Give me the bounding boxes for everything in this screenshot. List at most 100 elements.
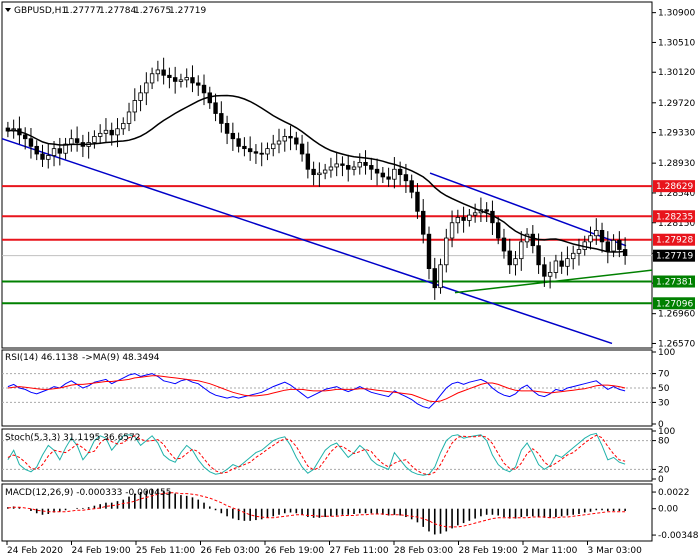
rsi-line bbox=[7, 373, 626, 409]
candle-body bbox=[149, 73, 155, 84]
candle-body bbox=[317, 172, 322, 176]
x-tick-label: 26 Feb 19:00 bbox=[265, 546, 324, 556]
candle-body bbox=[201, 84, 207, 94]
candle-body bbox=[184, 77, 189, 81]
main-y-tick-label: 1.26960 bbox=[658, 310, 695, 320]
candle-body bbox=[611, 239, 616, 252]
candle-body bbox=[547, 272, 553, 277]
candle-body bbox=[507, 250, 512, 266]
macd-y-tick-label: -0.00348 bbox=[658, 531, 699, 541]
candle-body bbox=[594, 229, 599, 237]
x-tick-label: 2 Mar 11:00 bbox=[523, 546, 578, 556]
stoch-layer bbox=[2, 432, 652, 476]
candle-body bbox=[253, 151, 259, 154]
candle-body bbox=[449, 222, 455, 239]
candle-body bbox=[294, 137, 299, 145]
x-tick-label: 28 Feb 19:00 bbox=[459, 546, 518, 556]
candle-body bbox=[115, 128, 120, 136]
rsi-ma-label: ->MA(9) 48.3494 bbox=[82, 353, 160, 363]
candle-body bbox=[599, 229, 605, 243]
candle-body bbox=[51, 148, 57, 156]
level-label-4: 1.27096 bbox=[656, 299, 693, 309]
candle-body bbox=[190, 77, 195, 84]
moving-average-line bbox=[7, 94, 626, 253]
stoch-y-tick-label: 100 bbox=[658, 427, 675, 437]
candle-body bbox=[484, 209, 489, 212]
candle-body bbox=[536, 245, 541, 266]
main-y-tick-label: 1.29330 bbox=[658, 129, 695, 139]
candle-body bbox=[132, 100, 137, 113]
candle-body bbox=[138, 92, 143, 101]
stoch-panel[interactable] bbox=[1, 428, 653, 482]
candle-body bbox=[46, 155, 51, 160]
candle-body bbox=[472, 212, 478, 216]
candle-body bbox=[5, 127, 11, 132]
candle-body bbox=[242, 145, 247, 150]
ohlc-close: 1.27719 bbox=[169, 6, 206, 16]
candle-body bbox=[559, 260, 564, 267]
main-y-tick-label: 1.30510 bbox=[658, 38, 695, 48]
level-label-3: 1.27381 bbox=[656, 278, 693, 288]
x-tick-label: 28 Feb 03:00 bbox=[394, 546, 453, 556]
main-panel[interactable] bbox=[1, 1, 653, 349]
candle-body bbox=[161, 69, 166, 76]
candle-body bbox=[103, 129, 109, 134]
main-y-tick-label: 1.30120 bbox=[658, 68, 695, 78]
candle-body bbox=[276, 140, 282, 145]
candle-body bbox=[369, 165, 374, 170]
candle-body bbox=[438, 264, 443, 289]
candle-body bbox=[172, 77, 178, 82]
candle-body bbox=[363, 161, 368, 166]
rsi-label: RSI(14) 46.1138 bbox=[5, 353, 78, 363]
candle-body bbox=[340, 163, 345, 166]
macd-signal-line bbox=[7, 492, 626, 528]
main-price-layer bbox=[1, 57, 653, 345]
x-tick-label: 24 Feb 2020 bbox=[7, 546, 63, 556]
level-label-bg-0 bbox=[653, 180, 695, 193]
main-y-tick-label: 1.30900 bbox=[658, 9, 695, 19]
candle-body bbox=[617, 239, 622, 250]
candle-body bbox=[421, 210, 426, 235]
candle-body bbox=[299, 143, 305, 155]
candle-body bbox=[524, 233, 530, 243]
current-price-label-bg bbox=[653, 249, 695, 262]
candle-body bbox=[542, 264, 547, 277]
rsi-y-tick-label: 70 bbox=[658, 370, 670, 380]
rsi-y-tick-label: 0 bbox=[658, 420, 664, 430]
candle-body bbox=[351, 166, 357, 170]
level-label-2: 1.27928 bbox=[656, 236, 693, 246]
collapse-triangle-icon[interactable] bbox=[5, 8, 11, 12]
macd-y-tick-label: 0.00 bbox=[658, 505, 678, 515]
candle-body bbox=[109, 129, 114, 136]
stoch-signal-line bbox=[7, 434, 626, 476]
candle-body bbox=[392, 168, 397, 180]
level-label-bg-3 bbox=[653, 275, 695, 288]
candle-body bbox=[346, 165, 351, 170]
stoch-y-tick-label: 0 bbox=[658, 475, 664, 485]
candle-body bbox=[415, 191, 420, 212]
candle-body bbox=[74, 138, 80, 143]
candle-body bbox=[380, 172, 386, 178]
candle-body bbox=[230, 132, 236, 140]
candle-body bbox=[236, 138, 241, 147]
candle-body bbox=[334, 163, 339, 168]
stoch-main-line bbox=[7, 432, 626, 476]
level-label-1: 1.28235 bbox=[656, 212, 693, 222]
support-trend-line bbox=[454, 269, 653, 294]
current-price-label: 1.27719 bbox=[656, 252, 693, 262]
candle-body bbox=[467, 214, 472, 221]
level-label-bg-4 bbox=[653, 297, 695, 310]
candle-body bbox=[622, 249, 628, 257]
main-y-tick-label: 1.28930 bbox=[658, 159, 695, 169]
candle-body bbox=[282, 136, 287, 142]
x-tick-label: 26 Feb 03:00 bbox=[201, 546, 260, 556]
candle-body bbox=[455, 217, 461, 224]
candle-body bbox=[305, 153, 311, 170]
stoch-y-tick-label: 20 bbox=[658, 465, 670, 475]
candle-body bbox=[22, 134, 28, 140]
candle-body bbox=[155, 69, 161, 75]
candle-body bbox=[374, 168, 380, 174]
candle-body bbox=[126, 111, 132, 124]
candle-body bbox=[167, 74, 172, 78]
candle-body bbox=[57, 148, 63, 154]
